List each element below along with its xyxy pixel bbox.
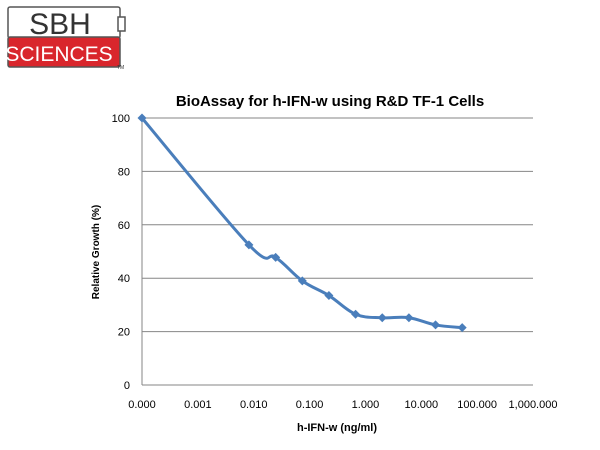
data-point-marker bbox=[271, 252, 281, 262]
logo-trademark: TM bbox=[117, 65, 124, 71]
x-tick-label: 0.000 bbox=[128, 399, 156, 411]
data-point-marker bbox=[297, 276, 307, 286]
logo-sciences-text: SCIENCES bbox=[5, 43, 112, 66]
x-tick-label: 0.100 bbox=[296, 399, 324, 411]
data-point-marker bbox=[431, 320, 441, 330]
logo: SBH SCIENCES TM bbox=[5, 6, 126, 71]
data-series bbox=[137, 113, 467, 333]
y-tick-label: 60 bbox=[118, 220, 130, 232]
y-tick-label: 0 bbox=[124, 380, 130, 392]
y-tick-label: 100 bbox=[112, 113, 130, 125]
x-tick-label: 1,000.000 bbox=[509, 399, 558, 411]
x-axis-label: h-IFN-w (ng/ml) bbox=[297, 422, 377, 434]
data-point-marker bbox=[377, 313, 387, 323]
data-point-marker bbox=[324, 291, 334, 301]
data-point-marker bbox=[244, 240, 254, 250]
y-tick-labels: 0 20 40 60 80 100 bbox=[112, 113, 130, 392]
data-point-marker bbox=[137, 113, 147, 123]
x-tick-label: 1.000 bbox=[352, 399, 380, 411]
data-point-marker bbox=[351, 309, 361, 319]
series-line bbox=[140, 117, 463, 330]
data-point-marker bbox=[457, 323, 467, 333]
y-tick-label: 20 bbox=[118, 327, 130, 339]
logo-tab bbox=[117, 16, 126, 32]
y-tick-label: 80 bbox=[118, 166, 130, 178]
gridlines bbox=[142, 117, 533, 333]
x-tick-label: 0.010 bbox=[240, 399, 268, 411]
logo-sbh-text: SBH bbox=[29, 8, 91, 41]
x-tick-label: 100.000 bbox=[457, 399, 497, 411]
x-tick-label: 0.001 bbox=[184, 399, 212, 411]
logo-red-box bbox=[7, 36, 121, 68]
x-tick-label: 10.000 bbox=[404, 399, 438, 411]
x-tick-labels: 0.000 0.001 0.010 0.100 1.000 10.000 100.000 1,… bbox=[128, 399, 557, 411]
chart-title: BioAssay for h-IFN-w using R&D TF-1 Cell… bbox=[176, 93, 484, 110]
y-axis-label: Relative Growth (%) bbox=[91, 205, 102, 299]
y-tick-label: 40 bbox=[118, 273, 130, 285]
data-point-marker bbox=[404, 313, 414, 323]
